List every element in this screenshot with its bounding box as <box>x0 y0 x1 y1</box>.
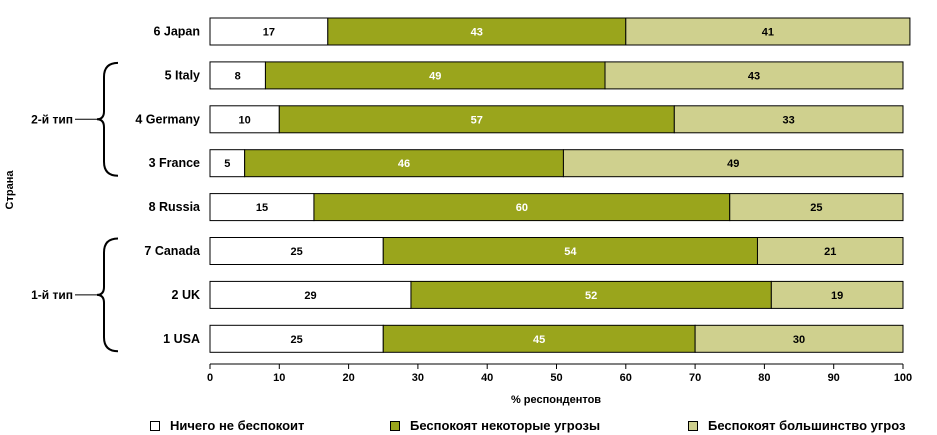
legend: Ничего не беспокоит Беспокоят некоторые … <box>0 418 937 435</box>
bars <box>209 17 911 353</box>
bar-segment-1-usa-1 <box>382 324 696 353</box>
x-tick-label-60: 60 <box>620 372 632 384</box>
value-label-6-japan-0: 17 <box>263 27 275 39</box>
legend-item-most: Беспокоят большинство угроз <box>688 418 905 433</box>
value-label-4-germany-2: 33 <box>783 114 795 126</box>
category-label-2-uk: 2 UK <box>172 288 200 302</box>
bar-segment-5-italy-2 <box>604 61 904 90</box>
bar-segment-1-usa-2 <box>694 324 904 353</box>
category-label-8-russia: 8 Russia <box>149 200 201 214</box>
bar-segment-2-uk-1 <box>410 280 772 309</box>
category-label-7-canada: 7 Canada <box>144 244 201 258</box>
bar-segment-2-uk-2 <box>770 280 904 309</box>
x-tick-label-0: 0 <box>207 372 213 384</box>
value-label-6-japan-1: 43 <box>471 27 483 39</box>
value-label-4-germany-0: 10 <box>239 114 251 126</box>
category-label-3-france: 3 France <box>149 156 200 170</box>
stacked-bar-chart: 2-й тип 1-й тип 17 43 41 8 49 43 10 57 33 5 46 49 15 6… <box>4 17 912 406</box>
value-label-8-russia-2: 25 <box>810 202 822 214</box>
group-bracket-1 <box>96 237 119 353</box>
x-tick-label-80: 80 <box>758 372 770 384</box>
legend-label-some: Беспокоят некоторые угрозы <box>410 418 601 433</box>
x-tick-label-100: 100 <box>894 372 912 384</box>
value-label-7-canada-0: 25 <box>291 246 303 258</box>
value-label-8-russia-1: 60 <box>516 202 528 214</box>
bar-segment-4-germany-2 <box>673 105 904 134</box>
bar-segment-1-usa-0 <box>209 324 384 353</box>
value-label-1-usa-1: 45 <box>533 334 545 346</box>
bar-segment-6-japan-1 <box>327 17 627 46</box>
bar-segment-5-italy-0 <box>209 61 266 90</box>
x-axis: 0 10 20 30 40 50 60 70 80 90 100 <box>207 363 912 384</box>
value-label-5-italy-2: 43 <box>748 70 760 82</box>
value-label-5-italy-0: 8 <box>235 70 241 82</box>
value-label-2-uk-0: 29 <box>304 290 316 302</box>
value-label-1-usa-2: 30 <box>793 334 805 346</box>
legend-label-most: Беспокоят большинство угроз <box>708 418 906 433</box>
x-tick-label-20: 20 <box>342 372 354 384</box>
bar-segment-3-france-1 <box>244 149 564 178</box>
x-tick-label-50: 50 <box>550 372 562 384</box>
x-tick-label-70: 70 <box>689 372 701 384</box>
value-label-7-canada-1: 54 <box>564 246 577 258</box>
bar-segment-6-japan-2 <box>625 17 911 46</box>
legend-label-none: Ничего не беспокоит <box>170 418 305 433</box>
category-label-1-usa: 1 USA <box>163 332 200 346</box>
group-label-0: 2-й тип <box>31 112 73 126</box>
legend-item-none: Ничего не беспокоит <box>150 418 304 433</box>
bar-segment-4-germany-1 <box>278 105 675 134</box>
value-label-3-france-1: 46 <box>398 158 410 170</box>
group-label-1: 1-й тип <box>31 288 73 302</box>
x-tick-label-10: 10 <box>273 372 285 384</box>
value-label-6-japan-2: 41 <box>762 27 774 39</box>
value-label-3-france-0: 5 <box>224 158 230 170</box>
bar-segment-8-russia-1 <box>313 193 731 222</box>
value-label-4-germany-1: 57 <box>471 114 483 126</box>
category-labels: 6 Japan 5 Italy 4 Germany 3 France 8 Russia 7… <box>135 25 201 346</box>
group-bracket-0 <box>96 61 119 177</box>
y-axis-title: Страна <box>4 170 16 210</box>
x-tick-label-30: 30 <box>412 372 424 384</box>
legend-item-some: Беспокоят некоторые угрозы <box>390 418 600 433</box>
category-label-4-germany: 4 Germany <box>135 112 200 126</box>
legend-swatch-most <box>688 420 698 431</box>
bar-segment-3-france-2 <box>562 149 904 178</box>
bar-segment-4-germany-0 <box>209 105 280 134</box>
x-tick-label-90: 90 <box>828 372 840 384</box>
legend-swatch-some <box>390 420 400 431</box>
value-label-2-uk-2: 19 <box>831 290 843 302</box>
value-label-5-italy-1: 49 <box>429 70 441 82</box>
x-tick-label-40: 40 <box>481 372 493 384</box>
bar-segment-3-france-0 <box>209 149 246 178</box>
bar-segment-7-canada-1 <box>382 237 758 265</box>
value-label-7-canada-2: 21 <box>824 246 836 258</box>
legend-swatch-none <box>150 420 160 431</box>
x-axis-title: % респондентов <box>511 394 601 406</box>
group-brackets: 2-й тип 1-й тип <box>31 61 119 353</box>
value-label-8-russia-0: 15 <box>256 202 268 214</box>
category-label-5-italy: 5 Italy <box>165 68 200 82</box>
category-label-6-japan: 6 Japan <box>153 25 200 39</box>
bar-segment-7-canada-0 <box>209 237 384 265</box>
value-label-3-france-2: 49 <box>727 158 739 170</box>
bar-segment-8-russia-2 <box>729 193 904 222</box>
value-label-2-uk-1: 52 <box>585 290 597 302</box>
value-labels: 17 43 41 8 49 43 10 57 33 5 46 49 15 60 25 25 54 21 29 52 19… <box>224 27 843 346</box>
bar-segment-7-canada-2 <box>756 237 904 265</box>
value-label-1-usa-0: 25 <box>291 334 303 346</box>
